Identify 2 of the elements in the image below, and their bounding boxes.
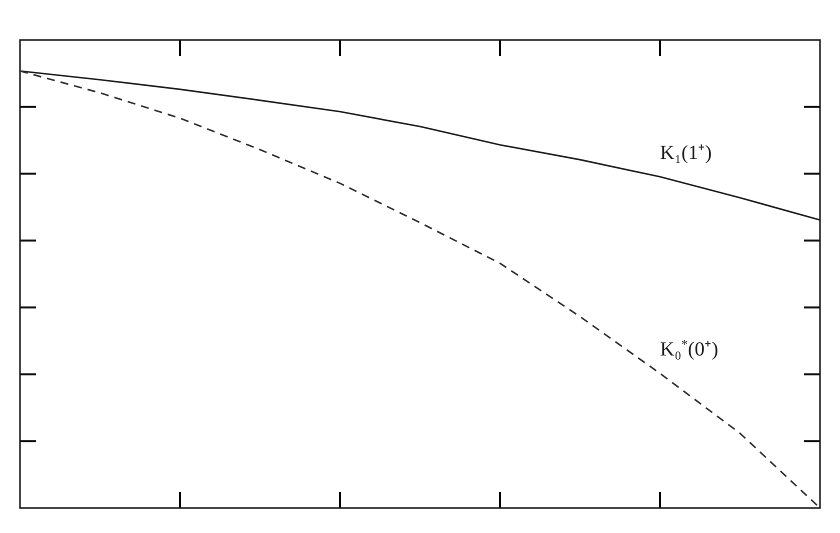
series-label: K₁(1⁺)	[660, 142, 712, 164]
series-label: K₀$^{*}$(0⁺)	[660, 336, 718, 360]
